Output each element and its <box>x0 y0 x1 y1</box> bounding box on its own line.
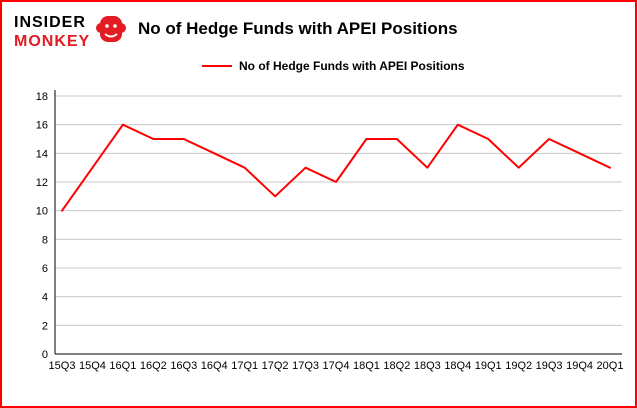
svg-text:18Q2: 18Q2 <box>383 360 410 372</box>
svg-text:10: 10 <box>36 206 48 218</box>
legend-label: No of Hedge Funds with APEI Positions <box>239 59 465 73</box>
svg-text:18Q1: 18Q1 <box>353 360 380 372</box>
svg-text:17Q3: 17Q3 <box>292 360 319 372</box>
svg-text:14: 14 <box>36 148 48 160</box>
svg-text:16Q3: 16Q3 <box>170 360 197 372</box>
logo-insider-text: INSIDER <box>14 14 86 31</box>
svg-text:16Q4: 16Q4 <box>201 360 228 372</box>
svg-text:19Q2: 19Q2 <box>505 360 532 372</box>
svg-text:12: 12 <box>36 177 48 189</box>
svg-text:16Q1: 16Q1 <box>109 360 136 372</box>
svg-text:18Q4: 18Q4 <box>444 360 471 372</box>
svg-text:2: 2 <box>42 320 48 332</box>
monkey-icon <box>95 12 127 53</box>
svg-text:19Q3: 19Q3 <box>536 360 563 372</box>
legend-line-swatch <box>202 65 232 67</box>
svg-text:17Q4: 17Q4 <box>323 360 350 372</box>
svg-text:16: 16 <box>36 120 48 132</box>
svg-text:19Q4: 19Q4 <box>566 360 593 372</box>
insider-monkey-logo: INSIDER MONKEY <box>14 12 127 53</box>
svg-text:0: 0 <box>42 349 48 361</box>
svg-text:20Q1: 20Q1 <box>597 360 624 372</box>
svg-text:15Q3: 15Q3 <box>49 360 76 372</box>
svg-text:4: 4 <box>42 292 48 304</box>
logo-text: INSIDER MONKEY <box>14 15 90 50</box>
svg-text:17Q2: 17Q2 <box>262 360 289 372</box>
svg-text:18Q3: 18Q3 <box>414 360 441 372</box>
svg-text:8: 8 <box>42 234 48 246</box>
svg-text:16Q2: 16Q2 <box>140 360 167 372</box>
svg-text:15Q4: 15Q4 <box>79 360 106 372</box>
svg-text:19Q1: 19Q1 <box>475 360 502 372</box>
logo-monkey-text: MONKEY <box>14 33 91 50</box>
svg-text:6: 6 <box>42 263 48 275</box>
svg-text:18: 18 <box>36 91 48 103</box>
chart-title: No of Hedge Funds with APEI Positions <box>138 19 458 38</box>
chart-legend: No of Hedge Funds with APEI Positions <box>202 59 465 73</box>
svg-text:17Q1: 17Q1 <box>231 360 258 372</box>
